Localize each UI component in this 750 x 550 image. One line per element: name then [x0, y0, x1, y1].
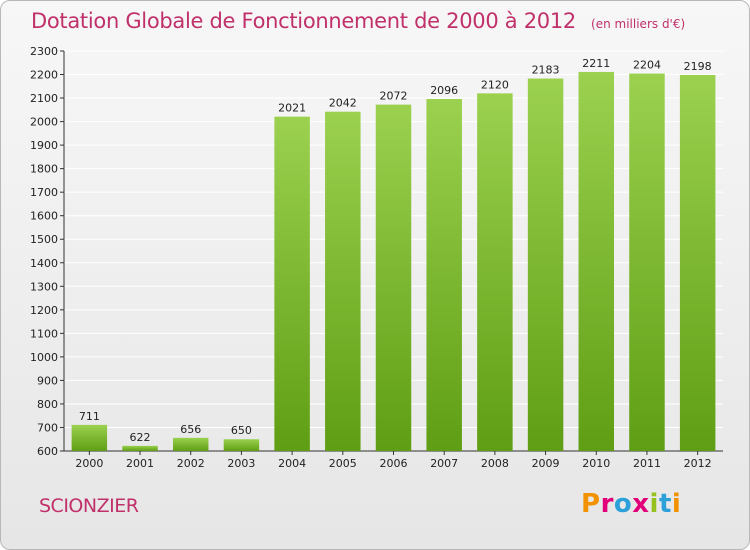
- y-tick-label: 800: [37, 398, 58, 411]
- proxiti-logo[interactable]: Proxiti: [581, 489, 681, 519]
- x-tick-label: 2006: [380, 457, 408, 470]
- logo-letter: i: [671, 489, 682, 519]
- chart-title: Dotation Globale de Fonctionnement de 20…: [31, 9, 576, 33]
- bar-2006: [375, 104, 412, 451]
- data-label-2011: 2204: [633, 59, 661, 72]
- title-row: Dotation Globale de Fonctionnement de 20…: [31, 9, 685, 33]
- logo-letter: o: [613, 489, 633, 519]
- logo-letter: t: [658, 489, 672, 519]
- logo-letter: P: [581, 489, 601, 519]
- y-tick-label: 1000: [30, 351, 58, 364]
- x-tick-label: 2012: [684, 457, 712, 470]
- y-tick-label: 1100: [30, 327, 58, 340]
- y-tick-label: 2100: [30, 92, 58, 105]
- x-tick-label: 2009: [532, 457, 560, 470]
- x-tick-label: 2004: [278, 457, 306, 470]
- data-labels: 711 622 656 650 2021 2042 2072 2096 2120 2183 2211…: [79, 57, 712, 444]
- y-tick-label: 600: [37, 445, 58, 458]
- bar-2004: [274, 116, 310, 451]
- bar-2009: [527, 78, 564, 451]
- bar-2010: [578, 71, 615, 452]
- bar-2007: [426, 99, 462, 451]
- bar-2008: [477, 93, 513, 452]
- data-label-2010: 2211: [582, 57, 610, 70]
- commune-name: SCIONZIER: [39, 495, 139, 517]
- bars: [71, 71, 716, 452]
- data-label-2009: 2183: [532, 64, 560, 77]
- logo-letter: r: [600, 489, 614, 519]
- data-label-2006: 2072: [380, 90, 408, 103]
- data-label-2000: 711: [79, 410, 100, 423]
- x-tick-label: 2011: [633, 457, 661, 470]
- bar-2000: [71, 424, 108, 451]
- bar-2011: [629, 73, 665, 452]
- y-tick-label: 1900: [30, 139, 58, 152]
- chart-subtitle: (en milliers d'€): [591, 17, 686, 31]
- bar-2005: [325, 111, 361, 452]
- logo-letter: i: [649, 489, 659, 519]
- x-tick-label: 2001: [126, 457, 154, 470]
- y-tick-label: 2200: [30, 69, 58, 82]
- bar-2002: [172, 437, 209, 451]
- x-tick-labels: 2000 2001 2002 2003 2004 2005 2006 2007 2008 2009…: [75, 457, 711, 470]
- x-tick-label: 2002: [177, 457, 205, 470]
- y-tick-label: 900: [37, 374, 58, 387]
- x-tick-label: 2000: [75, 457, 103, 470]
- y-tick-label: 700: [37, 421, 58, 434]
- data-label-2012: 2198: [684, 60, 712, 73]
- y-tick-label: 1300: [30, 280, 58, 293]
- y-tick-label: 2300: [30, 45, 58, 58]
- bar-2001: [122, 445, 158, 451]
- x-tick-label: 2003: [227, 457, 255, 470]
- data-label-2008: 2120: [481, 78, 509, 91]
- y-tick-label: 1200: [30, 304, 58, 317]
- y-tick-label: 1500: [30, 233, 58, 246]
- y-tick-labels: 600 700 800 900 1000 1100 1200 1300 1400 1500 1600…: [30, 45, 58, 458]
- x-tick-label: 2007: [430, 457, 458, 470]
- x-tick-label: 2010: [582, 457, 610, 470]
- y-tick-label: 1700: [30, 186, 58, 199]
- x-tick-label: 2005: [329, 457, 357, 470]
- bar-2003: [223, 439, 260, 451]
- data-label-2002: 656: [180, 423, 201, 436]
- data-label-2001: 622: [130, 431, 151, 444]
- data-label-2007: 2096: [430, 84, 458, 97]
- data-label-2004: 2021: [278, 102, 306, 115]
- data-label-2005: 2042: [329, 97, 357, 110]
- x-tick-label: 2008: [481, 457, 509, 470]
- bar-2012: [679, 75, 716, 451]
- y-tick-label: 1400: [30, 257, 58, 270]
- data-label-2003: 650: [231, 424, 252, 437]
- logo-letter: x: [632, 489, 650, 519]
- y-tick-label: 1600: [30, 210, 58, 223]
- y-tick-label: 1800: [30, 163, 58, 176]
- y-tick-label: 2000: [30, 116, 58, 129]
